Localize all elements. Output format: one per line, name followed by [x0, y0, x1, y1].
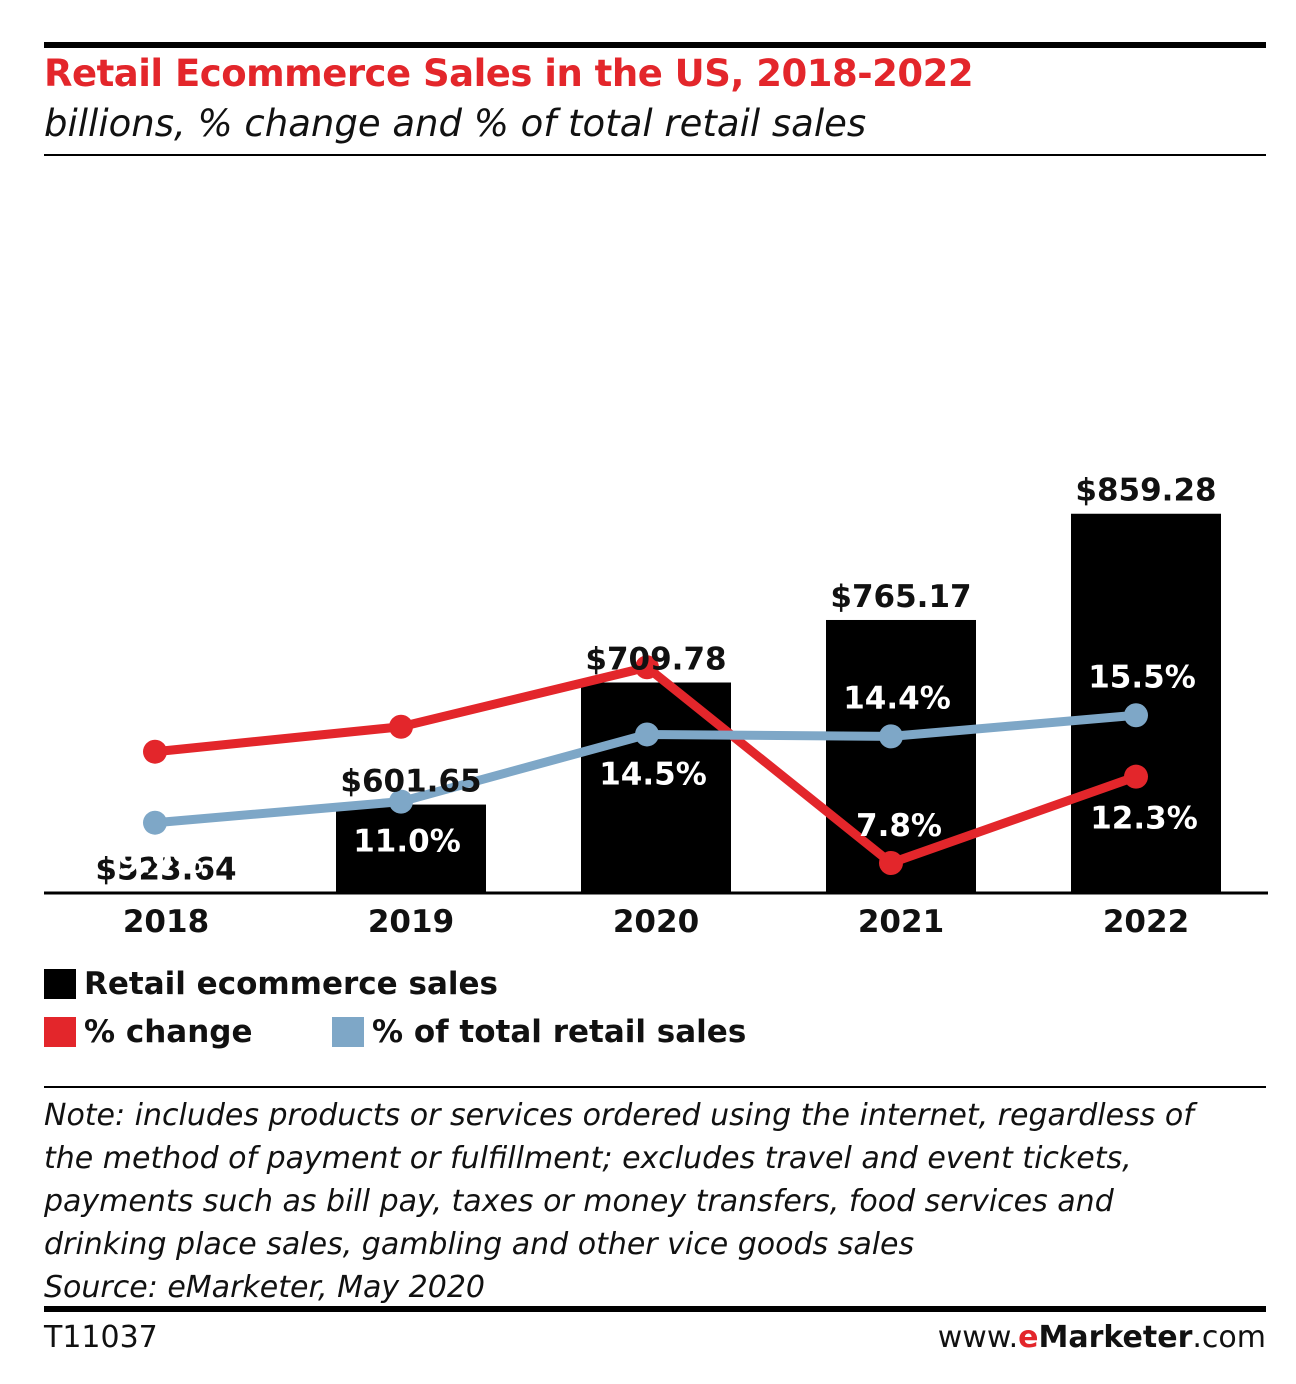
chart-note: Note: includes products or services orde…: [44, 1094, 1274, 1309]
x-tick-label: 2022: [1103, 904, 1189, 940]
share-value-label: 14.4%: [843, 680, 951, 716]
x-tick-label: 2019: [368, 904, 454, 940]
change-point-2018: [143, 739, 167, 764]
legend-swatch-share: [332, 1017, 364, 1047]
share-point-2019: [389, 789, 413, 814]
bar-value-label: $601.65: [340, 764, 481, 800]
change-value-label: 14.9%: [355, 672, 463, 708]
site-prefix: www.: [937, 1320, 1019, 1355]
legend-item-change: % change: [44, 1014, 253, 1050]
site-suffix: .com: [1192, 1320, 1266, 1355]
share-point-2020: [635, 722, 659, 747]
share-point-2022: [1124, 703, 1148, 728]
labels-layer: $523.64 2018 $601.65 2019 $709.78 2020 $765.17…: [95, 473, 1216, 940]
change-point-2021: [879, 851, 903, 876]
chart-subtitle: billions, % change and % of total retail…: [44, 102, 867, 145]
site-url[interactable]: www.eMarketer.com: [938, 1320, 1266, 1355]
chart: $523.64 2018 $601.65 2019 $709.78 2020 $765.17…: [44, 473, 1268, 940]
note-line: the method of payment or fulfillment; ex…: [44, 1141, 1132, 1176]
share-value-label: 15.5%: [1088, 659, 1196, 695]
legend-label-change: % change: [84, 1014, 253, 1050]
x-tick-label: 2020: [613, 904, 699, 940]
change-value-label: 13.6%: [109, 697, 217, 733]
change-point-2019: [389, 714, 413, 739]
note-line: Note: includes products or services orde…: [44, 1098, 1194, 1133]
legend-swatch-sales: [44, 969, 76, 999]
top-rule: [44, 42, 1266, 48]
share-value-label: 11.0%: [353, 824, 461, 860]
x-tick-label: 2021: [858, 904, 944, 940]
note-line: drinking place sales, gambling and other…: [44, 1227, 915, 1262]
bar-value-label: $859.28: [1075, 473, 1216, 509]
legend-item-sales: Retail ecommerce sales: [44, 966, 498, 1002]
bar-value-label: $765.17: [830, 579, 971, 615]
x-tick-label: 2018: [123, 904, 209, 940]
bar-2022: [1071, 513, 1221, 893]
bar-value-label: $709.78: [585, 642, 726, 678]
chart-code: T11037: [44, 1320, 158, 1355]
subtitle-rule: [44, 154, 1266, 156]
bar-value-label: $523.64: [95, 852, 236, 888]
change-value-label: 18.0%: [601, 612, 709, 648]
lines-layer: [143, 655, 1148, 876]
change-value-label: 7.8%: [856, 808, 942, 844]
site-brand: Marketer: [1038, 1320, 1193, 1355]
bottom-rule: [44, 1306, 1266, 1312]
legend-label-share: % of total retail sales: [372, 1014, 747, 1050]
legend-label-sales: Retail ecommerce sales: [84, 966, 498, 1002]
change-value-label: 12.3%: [1090, 801, 1198, 837]
legend-swatch-change: [44, 1017, 76, 1047]
chart-title: Retail Ecommerce Sales in the US, 2018-2…: [44, 52, 974, 95]
share-point-2018: [143, 810, 167, 835]
share-value-label: 9.9%: [118, 845, 204, 881]
share-point-2021: [879, 724, 903, 749]
source-line: Source: eMarketer, May 2020: [44, 1270, 486, 1305]
bar-2021: [826, 619, 976, 893]
note-rule: [44, 1086, 1266, 1088]
legend-item-share: % of total retail sales: [332, 1014, 746, 1050]
site-e: e: [1018, 1320, 1039, 1355]
share-value-label: 14.5%: [599, 756, 707, 792]
change-point-2022: [1124, 764, 1148, 789]
bar-2019: [336, 804, 486, 893]
bars-layer: [91, 513, 1221, 893]
note-line: payments such as bill pay, taxes or mone…: [44, 1184, 1114, 1219]
change-point-2020: [635, 655, 659, 680]
